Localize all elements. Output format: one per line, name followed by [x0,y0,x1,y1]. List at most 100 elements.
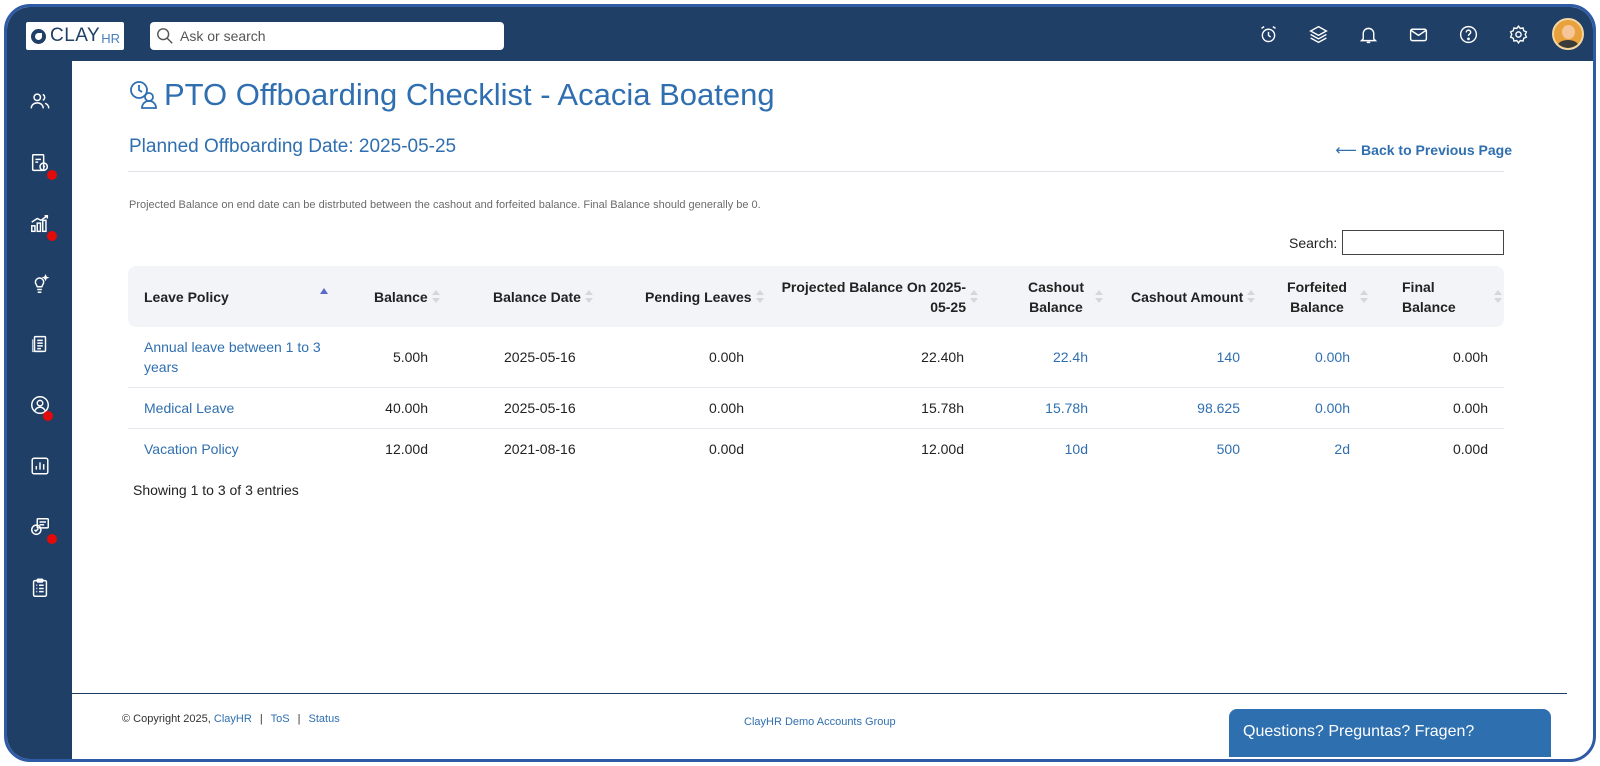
gear-icon[interactable] [1493,17,1543,51]
status-link[interactable]: Status [308,713,340,725]
lightbulb-icon [34,274,49,293]
column-header-balance-date[interactable]: Balance Date [493,266,633,327]
sort-icon [1247,289,1256,304]
separator: | [297,713,301,725]
copyright-text: © Copyright 2025, [122,713,211,725]
pending-leaves-cell: 0.00d [708,441,744,457]
sort-ascending-icon [320,288,328,294]
bar-report-icon [30,457,49,475]
notification-dot [47,170,57,180]
column-label: Balance Date [493,288,581,305]
logo-text: CLAY [50,25,101,46]
page-title: PTO Offboarding Checklist - Acacia Boate… [128,77,775,113]
forfeited-balance-link[interactable]: 0.00h [1314,349,1350,365]
forfeited-balance-link[interactable]: 2d [1334,441,1350,457]
table-search-input[interactable] [1342,230,1504,255]
growth-chart-icon [30,215,48,233]
sidebar-item-documents[interactable] [7,324,72,364]
final-balance-cell: 0.00h [1452,400,1488,416]
column-label: Pending Leaves [645,288,752,305]
help-chat-tab[interactable]: Questions? Preguntas? Fragen? [1229,709,1551,757]
column-header-final-balance[interactable]: Final Balance [1402,266,1502,327]
top-icons [1243,17,1593,51]
column-label: Projected Balance On 2025-05-25 [781,278,966,315]
clayhr-logo[interactable]: CLAY HR [26,22,124,50]
logo-mark-icon [31,28,46,44]
user-avatar-button[interactable] [1543,18,1593,50]
sidebar-item-tasks[interactable] [7,507,72,547]
sort-icon [1360,289,1368,304]
back-link-label: Back to Previous Page [1361,142,1512,158]
user-clock-icon [130,81,157,109]
cashout-amount-link[interactable]: 500 [1216,441,1240,457]
notification-dot [43,411,53,421]
sort-icon [755,289,764,304]
alarm-clock-icon[interactable] [1243,17,1293,51]
column-header-leave-policy[interactable]: Leave Policy [144,266,344,327]
cashout-balance-link[interactable]: 10d [1064,441,1088,457]
sidebar-item-ideas[interactable] [7,264,72,304]
cashout-balance-link[interactable]: 22.4h [1052,349,1088,365]
back-to-previous-page-link[interactable]: ⟵ Back to Previous Page [1336,141,1512,159]
column-label: Cashout Balance [1028,278,1084,315]
balance-date-cell: 2025-05-16 [504,400,576,416]
pending-leaves-cell: 0.00h [708,349,744,365]
help-icon[interactable] [1443,17,1493,51]
offboarding-date: Planned Offboarding Date: 2025-05-25 [129,136,457,157]
table-header: Leave Policy Balance Balance Date Pendin… [128,266,1504,327]
mail-icon[interactable] [1393,17,1443,51]
app-window: CLAY HR [4,4,1596,762]
task-board-icon [30,518,49,536]
column-header-cashout-amount[interactable]: Cashout Amount [1131,266,1261,327]
cashout-amount-link[interactable]: 98.625 [1197,400,1240,416]
global-search-input[interactable] [180,28,480,44]
column-label: Forfeited Balance [1287,278,1347,315]
final-balance-cell: 0.00d [1452,441,1488,457]
tos-link[interactable]: ToS [270,713,290,725]
sidebar-item-payroll[interactable] [7,143,72,183]
sidebar-item-reports[interactable] [7,446,72,486]
table-info: Showing 1 to 3 of 3 entries [133,482,299,498]
documents-icon [31,335,46,353]
bell-icon[interactable] [1343,17,1393,51]
leave-policy-link[interactable]: Annual leave between 1 to 3 years [144,339,321,375]
top-bar: CLAY HR [7,7,1593,61]
separator: | [259,713,263,725]
group-link[interactable]: ClayHR Demo Accounts Group [744,716,896,728]
table-row: Annual leave between 1 to 3 years 5.00h … [128,327,1504,388]
sidebar-item-checklist[interactable] [7,568,72,608]
footer-divider [72,693,1567,694]
balance-cell: 12.00d [385,441,428,457]
users-icon [30,93,49,109]
notification-dot [47,534,57,544]
leave-policy-link[interactable]: Vacation Policy [144,441,239,457]
user-circle-icon [30,396,49,414]
sidebar-item-profile[interactable] [7,385,72,425]
column-header-forfeited-balance[interactable]: Forfeited Balance [1278,266,1368,327]
notification-dot [47,231,57,241]
company-link[interactable]: ClayHR [213,713,252,725]
sort-icon [1095,289,1103,304]
footer-links: © Copyright 2025, ClayHR | ToS | Status [122,713,340,725]
document-clock-icon [31,154,48,172]
search-icon [157,28,173,44]
column-label: Final Balance [1402,278,1456,315]
sort-icon [970,289,978,304]
balance-cell: 5.00h [392,349,428,365]
balance-cell: 40.00h [385,400,428,416]
main-content: PTO Offboarding Checklist - Acacia Boate… [72,61,1567,693]
leave-policy-link[interactable]: Medical Leave [144,400,235,416]
table-row: Medical Leave 40.00h 2025-05-16 0.00h 15… [128,388,1504,429]
sidebar-item-performance[interactable] [7,204,72,244]
column-header-pending-leaves[interactable]: Pending Leaves [645,266,785,327]
column-header-cashout-balance[interactable]: Cashout Balance [1008,266,1103,327]
sidebar-item-people[interactable] [7,81,72,121]
cashout-balance-link[interactable]: 15.78h [1045,400,1088,416]
forfeited-balance-link[interactable]: 0.00h [1314,400,1350,416]
column-header-balance[interactable]: Balance [374,266,474,327]
column-header-projected-balance[interactable]: Projected Balance On 2025-05-25 [778,266,978,327]
layers-icon[interactable] [1293,17,1343,51]
cashout-amount-link[interactable]: 140 [1216,349,1240,365]
balance-note: Projected Balance on end date can be dis… [129,199,761,211]
final-balance-cell: 0.00h [1452,349,1488,365]
